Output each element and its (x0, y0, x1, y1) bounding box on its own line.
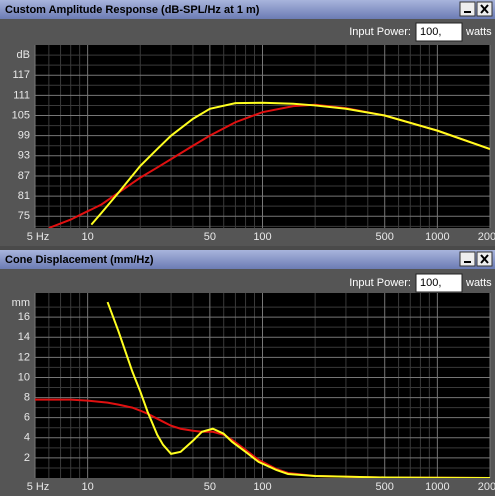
y-unit-label: mm (12, 297, 30, 309)
input-box[interactable] (415, 273, 463, 293)
x-tick-label: 5 Hz (27, 481, 50, 493)
panel-displacement: Cone Displacement (mm/Hz) Input Power: 1… (0, 250, 495, 496)
x-tick-label: 100 (253, 231, 271, 243)
x-tick-label: 2000 (478, 231, 495, 243)
y-tick-label: 81 (18, 190, 30, 202)
response-curve (106, 301, 490, 478)
x-tick-label: 1000 (425, 481, 449, 493)
input-value[interactable]: 100, (420, 277, 441, 289)
y-tick-label: 10 (18, 371, 30, 383)
close-button[interactable] (476, 251, 493, 267)
response-curve (90, 101, 490, 226)
y-tick-label: 12 (18, 351, 30, 363)
y-tick-label: 16 (18, 311, 30, 323)
y-tick-label: 93 (18, 150, 30, 162)
minimize-button[interactable] (459, 1, 476, 17)
y-tick-label: 8 (24, 391, 30, 403)
y-tick-label: 87 (18, 170, 30, 182)
input-unit: watts (465, 277, 492, 289)
y-unit-label: dB (17, 49, 30, 61)
y-tick-label: 105 (12, 109, 30, 121)
y-tick-label: 75 (18, 210, 30, 222)
y-tick-label: 99 (18, 130, 30, 142)
x-tick-label: 10 (82, 481, 94, 493)
y-tick-label: 2 (24, 452, 30, 464)
input-label: Input Power: (349, 26, 411, 38)
window-title: Custom Amplitude Response (dB-SPL/Hz at … (5, 4, 260, 16)
x-tick-label: 50 (204, 231, 216, 243)
y-tick-label: 117 (12, 69, 30, 81)
window-title: Cone Displacement (mm/Hz) (5, 254, 154, 266)
minimize-button[interactable] (459, 251, 476, 267)
x-tick-label: 1000 (425, 231, 449, 243)
y-tick-label: 14 (18, 331, 30, 343)
title-bar (0, 0, 495, 19)
x-tick-label: 100 (253, 481, 271, 493)
y-tick-label: 4 (24, 432, 30, 444)
input-label: Input Power: (349, 277, 411, 289)
input-value[interactable]: 100, (420, 26, 441, 38)
y-tick-label: 111 (13, 89, 30, 101)
x-tick-label: 500 (376, 231, 394, 243)
input-unit: watts (465, 26, 492, 38)
x-tick-label: 50 (204, 481, 216, 493)
x-tick-label: 5 Hz (27, 231, 50, 243)
close-button[interactable] (476, 1, 493, 17)
x-tick-label: 500 (376, 481, 394, 493)
title-bar (0, 250, 495, 269)
x-tick-label: 10 (82, 231, 94, 243)
x-tick-label: 2000 (478, 481, 495, 493)
input-box[interactable] (415, 22, 463, 42)
y-tick-label: 6 (24, 412, 30, 424)
